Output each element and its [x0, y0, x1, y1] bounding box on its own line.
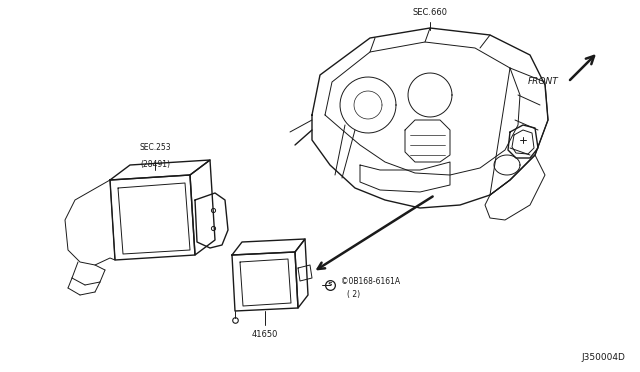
Text: J350004D: J350004D	[581, 353, 625, 362]
Text: ©0B168-6161A: ©0B168-6161A	[341, 278, 400, 286]
Text: 41650: 41650	[252, 330, 278, 339]
Text: SEC.660: SEC.660	[413, 8, 447, 17]
Text: SEC.253: SEC.253	[139, 143, 171, 152]
Text: ( 2): ( 2)	[347, 289, 360, 298]
Text: (28491): (28491)	[140, 160, 170, 169]
Text: S: S	[328, 282, 332, 288]
Text: FRONT: FRONT	[527, 77, 558, 87]
